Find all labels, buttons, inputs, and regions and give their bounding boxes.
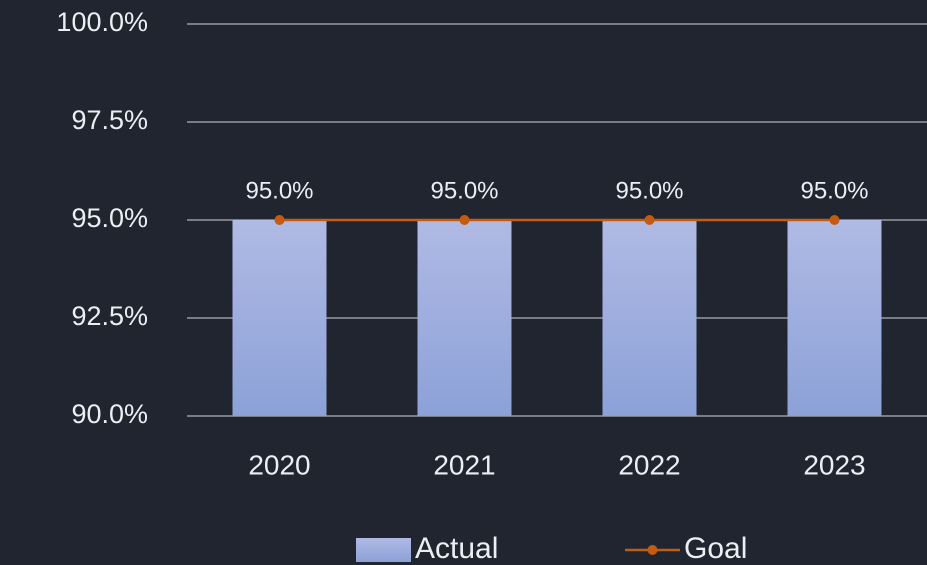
x-tick-label: 2020 <box>248 449 310 480</box>
y-tick-label: 97.5% <box>71 105 148 135</box>
x-tick-label: 2023 <box>803 449 865 480</box>
y-tick-label: 90.0% <box>71 399 148 429</box>
line-marker <box>829 215 840 225</box>
data-label: 95.0% <box>245 177 313 204</box>
data-label: 95.0% <box>615 177 683 204</box>
legend-marker <box>647 545 658 555</box>
bar <box>417 220 512 416</box>
bar <box>232 220 327 416</box>
y-tick-label: 95.0% <box>71 203 148 233</box>
bar <box>787 220 882 416</box>
y-tick-label: 92.5% <box>71 301 148 331</box>
legend-label: Goal <box>684 532 747 565</box>
x-tick-label: 2022 <box>618 449 680 480</box>
data-label: 95.0% <box>430 177 498 204</box>
legend-swatch <box>356 538 411 562</box>
line-marker <box>459 215 470 225</box>
y-tick-label: 100.0% <box>56 7 148 37</box>
legend-label: Actual <box>415 532 498 565</box>
line-marker <box>274 215 285 225</box>
bar <box>602 220 697 416</box>
data-label: 95.0% <box>800 177 868 204</box>
x-tick-label: 2021 <box>433 449 495 480</box>
line-marker <box>644 215 655 225</box>
